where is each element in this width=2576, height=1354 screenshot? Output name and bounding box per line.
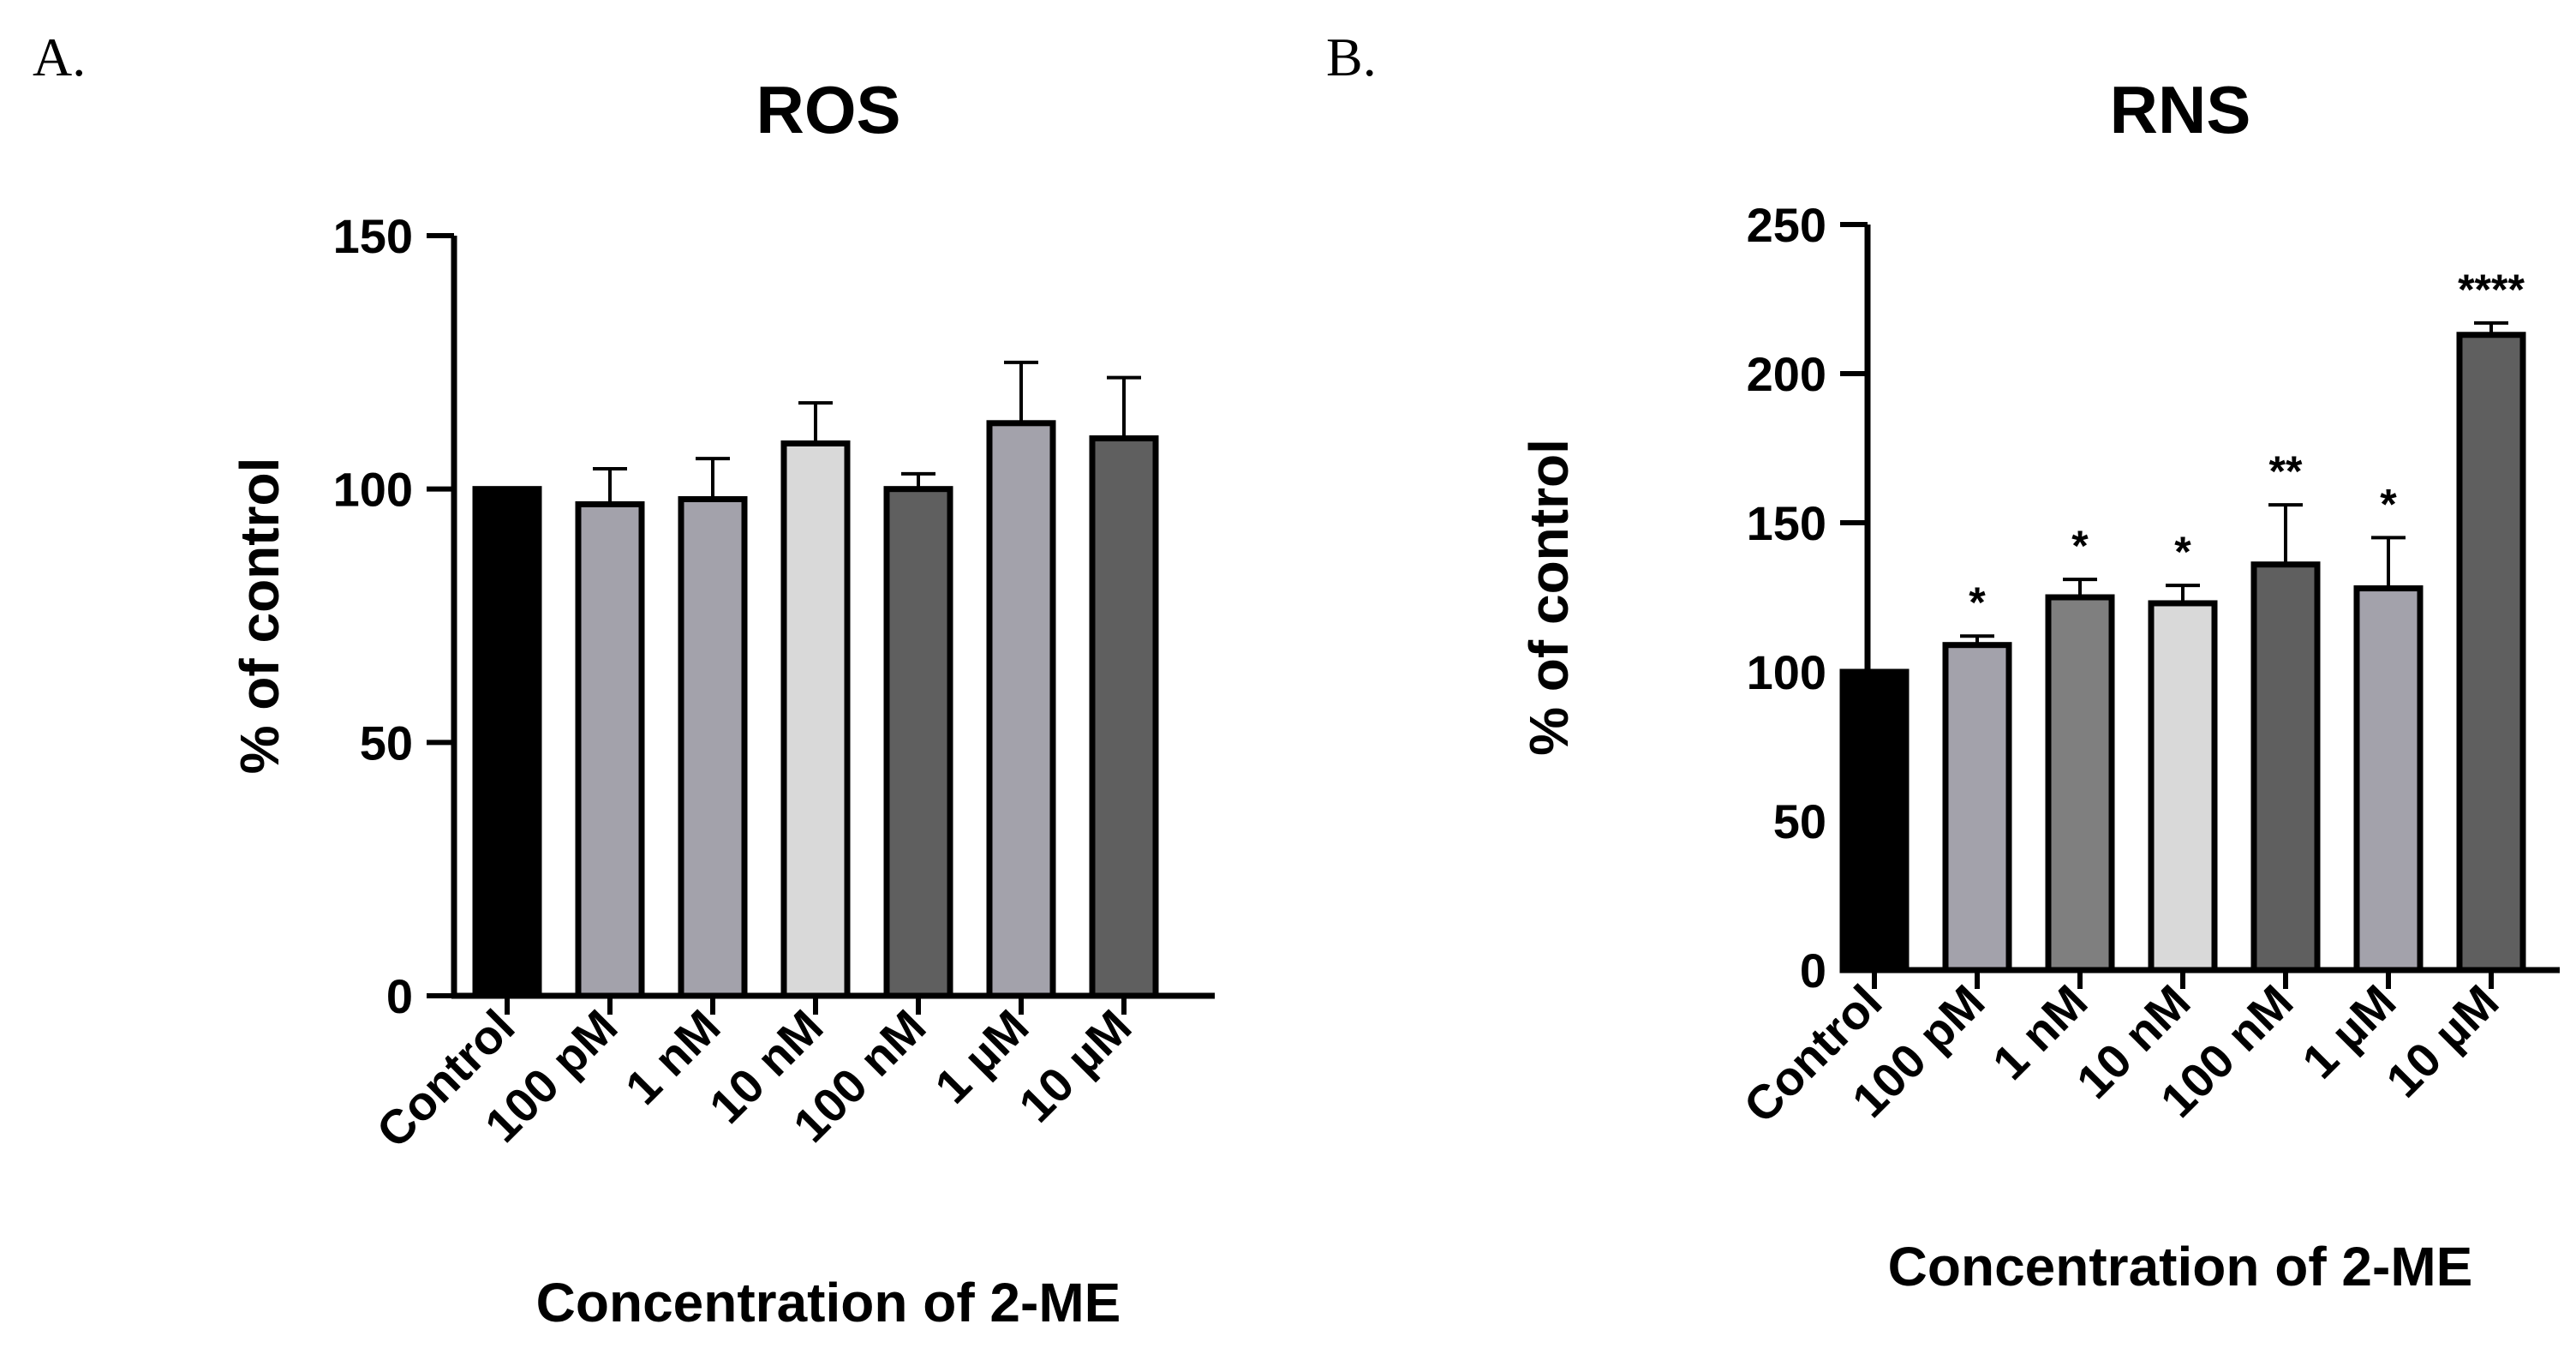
- y-tick-label: 50: [1773, 794, 1826, 848]
- x-axis-label: Concentration of 2-ME: [536, 1272, 1121, 1333]
- y-axis-label: % of control: [229, 458, 290, 775]
- bar: [472, 486, 542, 999]
- bar: [1089, 435, 1159, 999]
- bar: [2250, 561, 2321, 974]
- significance-marker: *: [1969, 578, 1986, 626]
- significance-marker: *: [2071, 522, 2089, 570]
- y-tick-label: 0: [1800, 944, 1826, 998]
- bar: [2148, 600, 2218, 974]
- y-tick-label: 150: [333, 209, 413, 263]
- bar: [1942, 642, 2012, 974]
- y-tick-label: 100: [333, 463, 413, 517]
- panel-letter: A.: [33, 27, 86, 87]
- bar: [986, 420, 1056, 999]
- bar: [780, 440, 851, 999]
- bar: [2353, 585, 2424, 974]
- y-tick-label: 0: [386, 969, 413, 1023]
- category-label: 10 µM: [1008, 999, 1141, 1132]
- y-tick-label: 50: [360, 716, 413, 770]
- chart-title: ROS: [756, 72, 900, 147]
- y-tick-label: 100: [1747, 645, 1826, 699]
- bar: [883, 486, 953, 999]
- panel-letter: B.: [1326, 27, 1377, 87]
- bar: [575, 500, 645, 999]
- bar: [2045, 594, 2115, 974]
- significance-marker: ****: [2458, 266, 2525, 314]
- y-tick-label: 150: [1747, 496, 1826, 550]
- y-tick-label: 200: [1747, 347, 1826, 401]
- bar: [2456, 332, 2526, 974]
- significance-marker: *: [2380, 480, 2397, 528]
- y-tick-label: 250: [1747, 198, 1826, 252]
- x-axis-label: Concentration of 2-ME: [1888, 1236, 2473, 1297]
- bar: [678, 495, 748, 999]
- y-axis-label: % of control: [1518, 439, 1580, 756]
- category-label: 10 µM: [2376, 974, 2508, 1107]
- chart-title: RNS: [2110, 72, 2251, 147]
- significance-marker: *: [2174, 528, 2191, 576]
- significance-marker: **: [2269, 447, 2303, 495]
